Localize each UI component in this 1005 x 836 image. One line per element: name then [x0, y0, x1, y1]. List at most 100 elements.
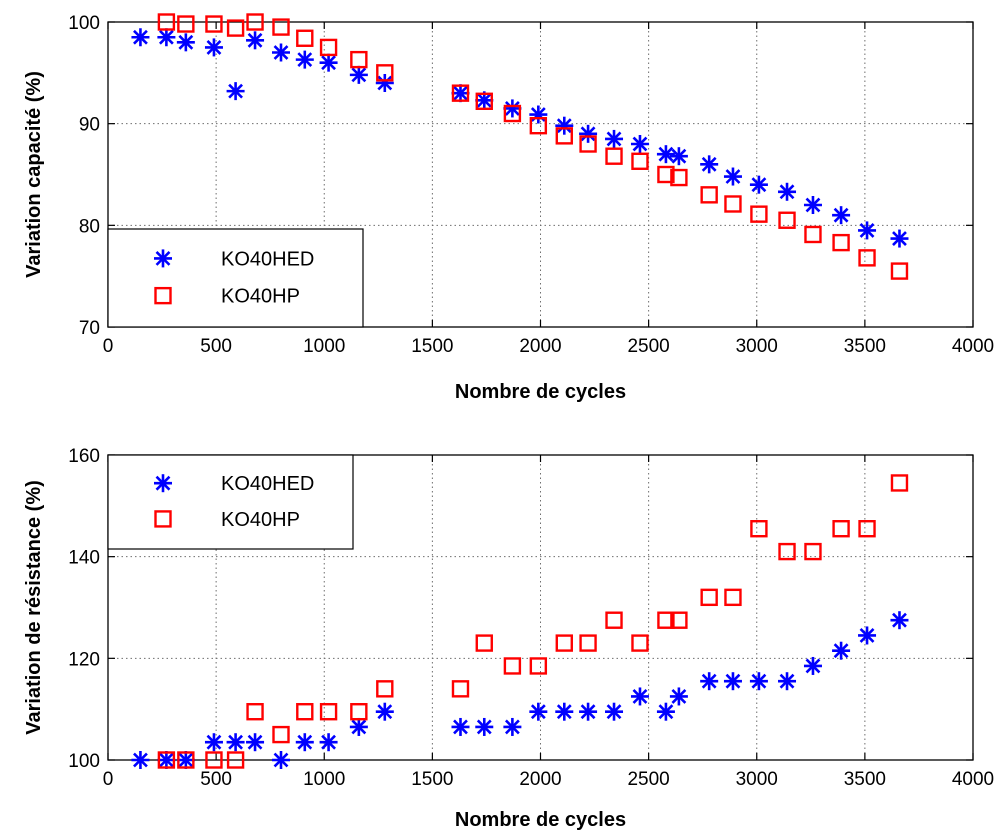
capacity-point-ko40hp: [319, 38, 338, 57]
resistance-x-tick-label: 1500: [411, 769, 453, 790]
resistance-point-ko40hed: [176, 751, 195, 769]
capacity-point-ko40hp: [750, 205, 768, 223]
capacity-point-ko40hed: [656, 145, 675, 164]
capacity-point-ko40hp: [605, 147, 623, 165]
resistance-point-ko40hp: [804, 542, 822, 561]
capacity-series: [131, 13, 909, 280]
resistance-point-ko40hed: [749, 672, 768, 691]
capacity-y-tick-label: 90: [79, 115, 100, 136]
capacity-point-ko40hp: [272, 18, 290, 36]
capacity-y-axis-label: Variation capacité (%): [23, 71, 45, 278]
resistance-series-ko40hed: [131, 611, 909, 769]
capacity-point-ko40hed: [858, 221, 877, 240]
resistance-point-ko40hp: [319, 703, 338, 721]
capacity-x-tick-label: 3000: [736, 336, 778, 357]
capacity-point-ko40hp: [296, 29, 314, 47]
capacity-point-ko40hed: [669, 147, 688, 166]
capacity-point-ko40hed: [503, 99, 522, 118]
resistance-y-tick-label: 120: [68, 649, 100, 670]
capacity-point-ko40hed: [555, 116, 574, 135]
resistance-point-ko40hp: [890, 474, 909, 492]
resistance-point-ko40hp: [350, 703, 368, 721]
resistance-point-ko40hp: [529, 657, 548, 675]
resistance-point-ko40hp: [246, 703, 264, 721]
capacity-point-ko40hp: [700, 186, 718, 204]
capacity-x-tick-label: 500: [200, 336, 232, 357]
resistance-y-axis-label: Variation de résistance (%): [23, 480, 45, 735]
capacity-series-ko40hed: [131, 28, 909, 248]
resistance-x-tick-label: 0: [103, 769, 114, 790]
resistance-point-ko40hed: [226, 733, 245, 752]
capacity-point-ko40hed: [319, 53, 338, 72]
resistance-point-ko40hp: [376, 680, 394, 698]
capacity-point-ko40hed: [605, 129, 624, 148]
resistance-point-ko40hp: [272, 725, 290, 744]
capacity-point-ko40hp: [858, 249, 876, 267]
capacity-legend-marker-ko40hed: [154, 249, 172, 268]
resistance-x-tick-label: 4000: [952, 769, 994, 790]
capacity-point-ko40hp: [226, 19, 245, 37]
capacity-series-ko40hp: [157, 13, 909, 280]
capacity-point-ko40hp: [579, 135, 597, 153]
resistance-point-ko40hp: [226, 751, 245, 769]
capacity-point-ko40hed: [529, 105, 548, 124]
capacity-point-ko40hed: [375, 74, 394, 92]
capacity-point-ko40hp: [157, 13, 176, 31]
resistance-point-ko40hp: [724, 588, 742, 607]
resistance-x-tick-label: 500: [200, 769, 232, 790]
resistance-point-ko40hp: [750, 520, 768, 538]
resistance-point-ko40hed: [157, 751, 176, 769]
capacity-x-tick-label: 4000: [952, 336, 994, 357]
capacity-x-tick-label: 2500: [627, 336, 669, 357]
resistance-point-ko40hp: [858, 520, 876, 538]
capacity-x-tick-label: 1000: [303, 336, 345, 357]
capacity-legend: KO40HED KO40HP: [107, 228, 364, 328]
resistance-legend-label-ko40hed: KO40HED: [221, 473, 314, 495]
capacity-point-ko40hed: [803, 196, 822, 214]
resistance-point-ko40hed: [832, 641, 851, 660]
capacity-point-ko40hp: [778, 211, 796, 229]
capacity-point-ko40hp: [376, 64, 394, 82]
capacity-y-tick-label: 100: [68, 13, 100, 34]
capacity-point-ko40hed: [295, 50, 314, 69]
capacity-point-ko40hp: [832, 233, 850, 252]
capacity-point-ko40hed: [451, 84, 470, 103]
capacity-grid: [108, 22, 973, 327]
resistance-point-ko40hed: [349, 717, 368, 736]
resistance-point-ko40hed: [605, 702, 624, 721]
capacity-point-ko40hed: [157, 28, 176, 47]
resistance-legend-marker-ko40hp: [154, 510, 172, 528]
resistance-point-ko40hp: [503, 657, 522, 675]
resistance-chart: 0 500 1000 1500 2000 2500 3000 3500 4000 100 120 14…: [23, 446, 994, 831]
resistance-point-ko40hed: [319, 733, 338, 752]
capacity-legend-label-ko40hed: KO40HED: [221, 248, 314, 270]
resistance-legend-box: [107, 454, 354, 550]
capacity-point-ko40hp: [205, 15, 223, 33]
capacity-x-tick-label: 3500: [844, 336, 886, 357]
resistance-point-ko40hp: [631, 634, 649, 652]
capacity-point-ko40hed: [272, 43, 290, 62]
capacity-x-tick-label: 2000: [519, 336, 561, 357]
resistance-point-ko40hed: [375, 702, 394, 721]
capacity-chart: 0 500 1000 1500 2000 2500 3000 3500 4000 70 80 90 10…: [23, 13, 994, 403]
resistance-point-ko40hp: [778, 542, 796, 561]
resistance-point-ko40hp: [579, 634, 597, 652]
capacity-y-tick-label: 80: [79, 216, 100, 237]
capacity-x-axis-label: Nombre de cycles: [455, 381, 626, 403]
resistance-series: [131, 474, 909, 769]
capacity-point-ko40hp: [890, 262, 909, 280]
resistance-point-ko40hed: [778, 672, 797, 691]
resistance-point-ko40hp: [296, 703, 314, 721]
resistance-point-ko40hed: [579, 702, 598, 721]
capacity-point-ko40hed: [246, 31, 265, 50]
resistance-x-tick-label: 1000: [303, 769, 345, 790]
resistance-point-ko40hed: [630, 687, 649, 706]
resistance-point-ko40hed: [656, 702, 675, 721]
resistance-point-ko40hed: [246, 733, 265, 752]
resistance-point-ko40hed: [295, 733, 314, 752]
resistance-point-ko40hp: [670, 611, 688, 629]
resistance-point-ko40hed: [890, 611, 909, 630]
capacity-point-ko40hed: [226, 82, 245, 101]
resistance-point-ko40hed: [503, 717, 522, 736]
capacity-point-ko40hed: [349, 65, 368, 84]
